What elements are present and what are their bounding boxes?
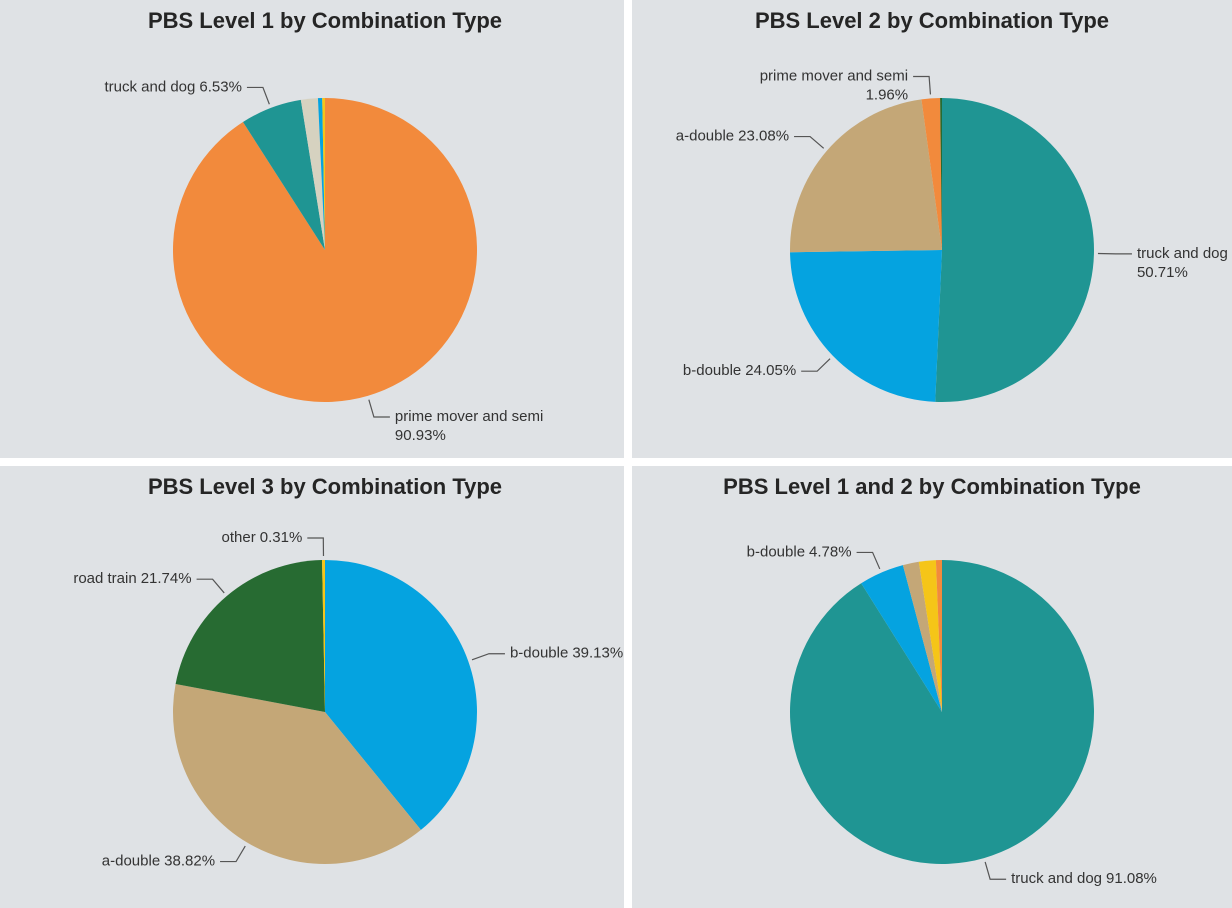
label-value: 90.93% [395,427,446,444]
data-label: b-double 39.13% [510,645,623,662]
pie-slice [790,250,942,402]
pie-slice [317,98,325,250]
label-category: other [222,529,256,546]
label-value: 6.53% [199,78,242,95]
leader-line [220,845,246,863]
leader-line [794,135,825,149]
label-category: b-double [683,362,741,379]
data-label: road train 21.74% [73,570,191,587]
data-label: b-double 4.78% [747,543,852,560]
label-value: 38.82% [164,853,215,870]
pie-slice [242,99,325,250]
data-label: a-double 23.08% [676,128,789,145]
label-value: 24.05% [745,362,796,379]
chart-title: PBS Level 1 by Combination Type [148,8,502,33]
label-category: road train [73,570,136,587]
label-value: 4.78% [809,543,852,560]
pie-slice [789,99,942,253]
leader-line [471,653,505,661]
pie-slice [175,560,325,712]
label-value: 21.74% [141,570,192,587]
data-label: prime mover and semi 1.96% [760,67,908,103]
leader-line [196,578,225,594]
label-category: b-double [510,645,568,662]
label-category: prime mover and semi [760,67,908,84]
pie-slice [322,98,325,250]
leader-line [246,86,270,105]
pie-slice [902,561,942,712]
data-label: b-double 24.05% [683,362,796,379]
chart-title: PBS Level 1 and 2 by Combination Type [723,474,1141,499]
data-label: a-double 38.82% [102,853,215,870]
label-category: a-double [676,128,734,145]
data-label: other 0.31% [222,529,303,546]
label-category: prime mover and semi [395,408,543,425]
label-value: 0.31% [260,529,303,546]
pie-slice [325,560,477,830]
data-label: truck and dog 6.53% [104,78,241,95]
leader-line [307,537,325,557]
leader-line [368,399,390,418]
leader-line [913,75,932,95]
label-value: 39.13% [572,645,623,662]
data-label: prime mover and semi 90.93% [395,408,543,444]
label-value: 1.96% [866,86,909,103]
chart-title: PBS Level 3 by Combination Type [148,474,502,499]
label-category: truck and dog [104,78,195,95]
label-category: b-double [747,543,805,560]
data-label: truck and dog 91.08% [1011,870,1157,887]
label-category: truck and dog [1137,245,1228,262]
pie-slice [322,560,325,712]
label-category: truck and dog [1011,870,1102,887]
label-value: 91.08% [1106,870,1157,887]
leader-line [856,551,881,570]
label-category: a-double [102,853,160,870]
pie-slice [935,98,1094,402]
leader-line [984,861,1007,880]
data-label: truck and dog 50.71% [1137,245,1228,281]
pie-slice [861,565,942,712]
label-value: 23.08% [738,128,789,145]
leader-line [801,358,831,372]
chart-title: PBS Level 2 by Combination Type [755,8,1109,33]
label-value: 50.71% [1137,264,1188,281]
pie-slice [918,560,942,712]
pie-slice [935,560,942,712]
pie-slice [921,98,942,251]
pie-slice [940,98,942,250]
pie-slice [173,683,421,865]
pie-slice [300,98,325,250]
